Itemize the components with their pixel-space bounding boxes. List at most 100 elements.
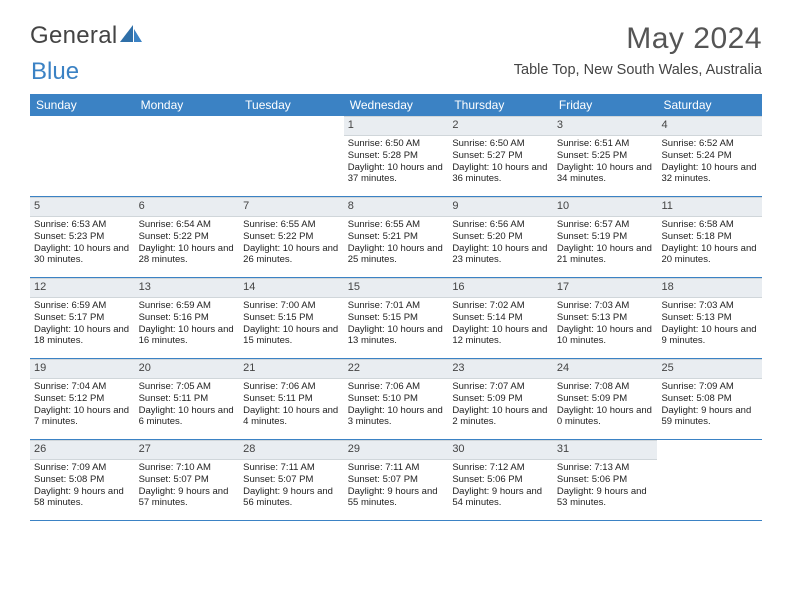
sunrise-line: Sunrise: 6:50 AM xyxy=(452,138,549,150)
day-cell: 29Sunrise: 7:11 AMSunset: 5:07 PMDayligh… xyxy=(344,440,449,520)
day-cell: 8Sunrise: 6:55 AMSunset: 5:21 PMDaylight… xyxy=(344,197,449,277)
day-cell xyxy=(135,116,240,196)
sunrise-line: Sunrise: 7:03 AM xyxy=(661,300,758,312)
sunset-line: Sunset: 5:11 PM xyxy=(243,393,340,405)
daylight-line: Daylight: 10 hours and 18 minutes. xyxy=(34,324,131,348)
sunset-line: Sunset: 5:23 PM xyxy=(34,231,131,243)
daylight-line: Daylight: 9 hours and 58 minutes. xyxy=(34,486,131,510)
day-body: Sunrise: 7:11 AMSunset: 5:07 PMDaylight:… xyxy=(239,460,344,514)
day-cell: 30Sunrise: 7:12 AMSunset: 5:06 PMDayligh… xyxy=(448,440,553,520)
day-cell: 20Sunrise: 7:05 AMSunset: 5:11 PMDayligh… xyxy=(135,359,240,439)
day-cell: 15Sunrise: 7:01 AMSunset: 5:15 PMDayligh… xyxy=(344,278,449,358)
sunset-line: Sunset: 5:08 PM xyxy=(661,393,758,405)
logo-text-blue: Blue xyxy=(31,58,79,86)
day-cell: 14Sunrise: 7:00 AMSunset: 5:15 PMDayligh… xyxy=(239,278,344,358)
day-number xyxy=(239,116,344,120)
calendar-page: General May 2024 Table Top, New South Wa… xyxy=(0,0,792,521)
sunset-line: Sunset: 5:12 PM xyxy=(34,393,131,405)
day-cell: 7Sunrise: 6:55 AMSunset: 5:22 PMDaylight… xyxy=(239,197,344,277)
sunrise-line: Sunrise: 6:56 AM xyxy=(452,219,549,231)
day-body: Sunrise: 7:05 AMSunset: 5:11 PMDaylight:… xyxy=(135,379,240,433)
day-body: Sunrise: 6:59 AMSunset: 5:17 PMDaylight:… xyxy=(30,298,135,352)
sunset-line: Sunset: 5:25 PM xyxy=(557,150,654,162)
day-cell: 6Sunrise: 6:54 AMSunset: 5:22 PMDaylight… xyxy=(135,197,240,277)
sunrise-line: Sunrise: 6:55 AM xyxy=(243,219,340,231)
daylight-line: Daylight: 10 hours and 2 minutes. xyxy=(452,405,549,429)
logo-text-general: General xyxy=(30,22,117,50)
day-cell: 4Sunrise: 6:52 AMSunset: 5:24 PMDaylight… xyxy=(657,116,762,196)
week-row: 5Sunrise: 6:53 AMSunset: 5:23 PMDaylight… xyxy=(30,197,762,278)
day-cell: 18Sunrise: 7:03 AMSunset: 5:13 PMDayligh… xyxy=(657,278,762,358)
day-number xyxy=(135,116,240,120)
day-cell: 12Sunrise: 6:59 AMSunset: 5:17 PMDayligh… xyxy=(30,278,135,358)
sunrise-line: Sunrise: 7:13 AM xyxy=(557,462,654,474)
sunset-line: Sunset: 5:16 PM xyxy=(139,312,236,324)
day-number: 23 xyxy=(448,359,553,379)
dow-header: SundayMondayTuesdayWednesdayThursdayFrid… xyxy=(30,94,762,116)
sunset-line: Sunset: 5:28 PM xyxy=(348,150,445,162)
day-number: 14 xyxy=(239,278,344,298)
daylight-line: Daylight: 9 hours and 54 minutes. xyxy=(452,486,549,510)
daylight-line: Daylight: 10 hours and 3 minutes. xyxy=(348,405,445,429)
daylight-line: Daylight: 9 hours and 55 minutes. xyxy=(348,486,445,510)
day-body: Sunrise: 7:10 AMSunset: 5:07 PMDaylight:… xyxy=(135,460,240,514)
day-cell: 1Sunrise: 6:50 AMSunset: 5:28 PMDaylight… xyxy=(344,116,449,196)
sunrise-line: Sunrise: 7:10 AM xyxy=(139,462,236,474)
sunrise-line: Sunrise: 7:06 AM xyxy=(348,381,445,393)
sunset-line: Sunset: 5:14 PM xyxy=(452,312,549,324)
dow-cell: Thursday xyxy=(448,94,553,116)
week-row: 26Sunrise: 7:09 AMSunset: 5:08 PMDayligh… xyxy=(30,440,762,521)
sunset-line: Sunset: 5:08 PM xyxy=(34,474,131,486)
day-body: Sunrise: 7:07 AMSunset: 5:09 PMDaylight:… xyxy=(448,379,553,433)
daylight-line: Daylight: 10 hours and 15 minutes. xyxy=(243,324,340,348)
sunrise-line: Sunrise: 6:58 AM xyxy=(661,219,758,231)
day-body: Sunrise: 6:52 AMSunset: 5:24 PMDaylight:… xyxy=(657,136,762,190)
day-number: 13 xyxy=(135,278,240,298)
daylight-line: Daylight: 10 hours and 7 minutes. xyxy=(34,405,131,429)
day-number: 24 xyxy=(553,359,658,379)
day-body: Sunrise: 7:08 AMSunset: 5:09 PMDaylight:… xyxy=(553,379,658,433)
day-number: 12 xyxy=(30,278,135,298)
day-body: Sunrise: 7:01 AMSunset: 5:15 PMDaylight:… xyxy=(344,298,449,352)
day-number: 7 xyxy=(239,197,344,217)
day-number: 27 xyxy=(135,440,240,460)
day-cell xyxy=(657,440,762,520)
daylight-line: Daylight: 10 hours and 34 minutes. xyxy=(557,162,654,186)
day-number: 9 xyxy=(448,197,553,217)
sunset-line: Sunset: 5:24 PM xyxy=(661,150,758,162)
dow-cell: Tuesday xyxy=(239,94,344,116)
day-cell: 19Sunrise: 7:04 AMSunset: 5:12 PMDayligh… xyxy=(30,359,135,439)
daylight-line: Daylight: 10 hours and 12 minutes. xyxy=(452,324,549,348)
daylight-line: Daylight: 10 hours and 25 minutes. xyxy=(348,243,445,267)
daylight-line: Daylight: 10 hours and 28 minutes. xyxy=(139,243,236,267)
day-cell: 17Sunrise: 7:03 AMSunset: 5:13 PMDayligh… xyxy=(553,278,658,358)
day-number: 25 xyxy=(657,359,762,379)
day-number: 15 xyxy=(344,278,449,298)
weeks-container: 1Sunrise: 6:50 AMSunset: 5:28 PMDaylight… xyxy=(30,116,762,521)
day-cell: 2Sunrise: 6:50 AMSunset: 5:27 PMDaylight… xyxy=(448,116,553,196)
daylight-line: Daylight: 9 hours and 59 minutes. xyxy=(661,405,758,429)
day-body: Sunrise: 6:56 AMSunset: 5:20 PMDaylight:… xyxy=(448,217,553,271)
sunset-line: Sunset: 5:21 PM xyxy=(348,231,445,243)
location: Table Top, New South Wales, Australia xyxy=(514,62,762,78)
daylight-line: Daylight: 9 hours and 56 minutes. xyxy=(243,486,340,510)
sunrise-line: Sunrise: 6:50 AM xyxy=(348,138,445,150)
sunset-line: Sunset: 5:15 PM xyxy=(243,312,340,324)
day-body: Sunrise: 6:50 AMSunset: 5:28 PMDaylight:… xyxy=(344,136,449,190)
sunset-line: Sunset: 5:13 PM xyxy=(557,312,654,324)
day-number: 11 xyxy=(657,197,762,217)
day-cell xyxy=(239,116,344,196)
daylight-line: Daylight: 10 hours and 26 minutes. xyxy=(243,243,340,267)
day-number: 18 xyxy=(657,278,762,298)
day-body: Sunrise: 7:00 AMSunset: 5:15 PMDaylight:… xyxy=(239,298,344,352)
sunrise-line: Sunrise: 7:01 AM xyxy=(348,300,445,312)
day-body: Sunrise: 7:12 AMSunset: 5:06 PMDaylight:… xyxy=(448,460,553,514)
day-body: Sunrise: 7:11 AMSunset: 5:07 PMDaylight:… xyxy=(344,460,449,514)
sunrise-line: Sunrise: 7:00 AM xyxy=(243,300,340,312)
daylight-line: Daylight: 10 hours and 4 minutes. xyxy=(243,405,340,429)
sunrise-line: Sunrise: 6:52 AM xyxy=(661,138,758,150)
sunrise-line: Sunrise: 7:11 AM xyxy=(243,462,340,474)
day-number: 6 xyxy=(135,197,240,217)
day-cell: 11Sunrise: 6:58 AMSunset: 5:18 PMDayligh… xyxy=(657,197,762,277)
daylight-line: Daylight: 10 hours and 36 minutes. xyxy=(452,162,549,186)
